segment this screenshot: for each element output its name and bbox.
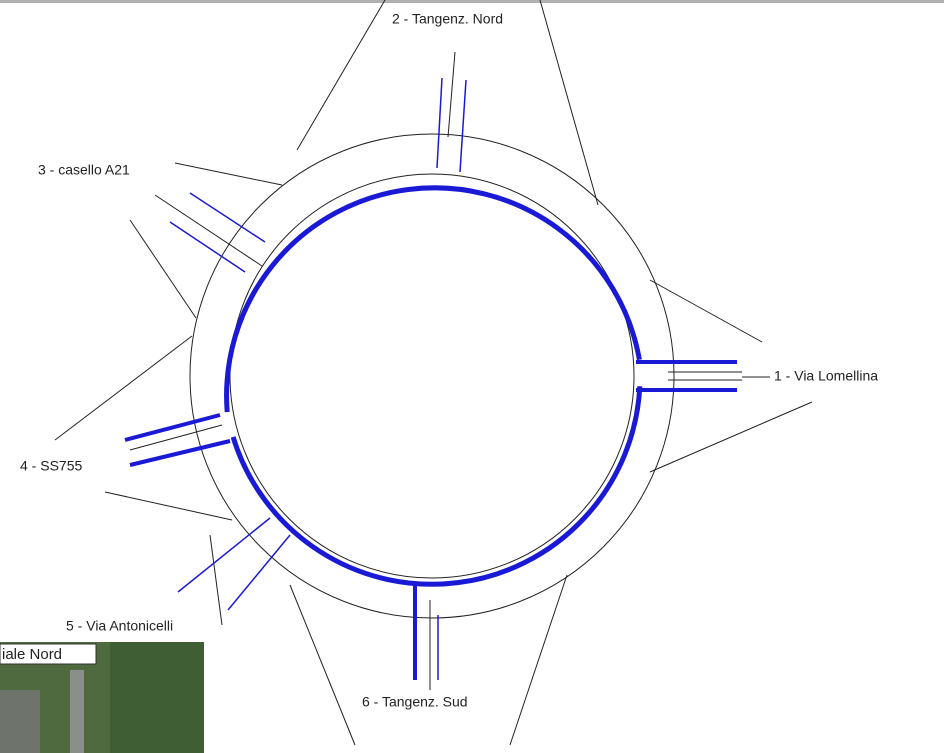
- leg-label: 2 - Tangenz. Nord: [392, 11, 503, 27]
- roundabout-diagram: 1 - Via Lomellina 2 - Tangenz. Nord 3 - …: [0, 0, 944, 753]
- inner-island: [230, 174, 634, 578]
- leg-label: 1 - Via Lomellina: [774, 368, 878, 384]
- inset-photo: iale Nord: [0, 642, 204, 753]
- leg-label: 5 - Via Antonicelli: [66, 618, 173, 634]
- inset-label: iale Nord: [2, 646, 62, 663]
- leg-label: 6 - Tangenz. Sud: [362, 694, 468, 710]
- leg-label: 3 - casello A21: [38, 162, 130, 178]
- outer-ring: [190, 134, 674, 618]
- ring-lane: [227, 188, 640, 412]
- ring-lane: [233, 386, 640, 584]
- leg-label: 4 - SS755: [20, 458, 82, 474]
- top-border: [0, 0, 944, 3]
